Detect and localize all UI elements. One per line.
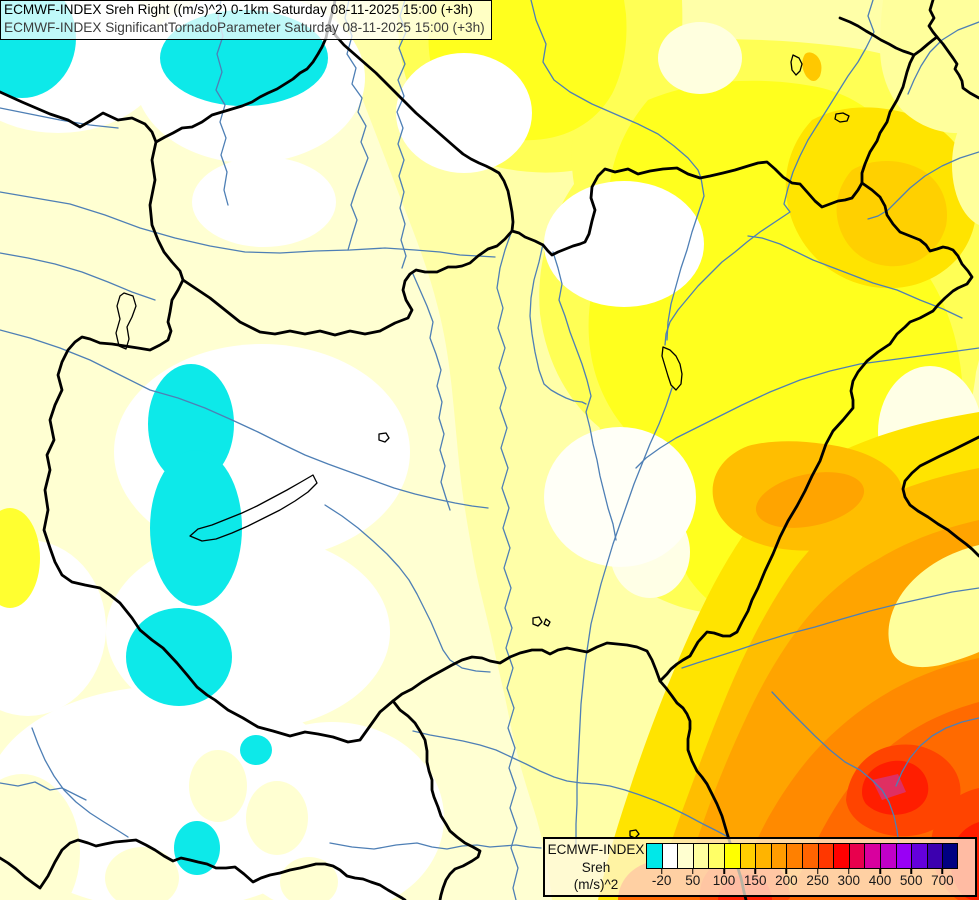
model-title-line-1: ECMWF-INDEX Sreh Right ((m/s)^2) 0-1km S… — [4, 2, 473, 17]
lakes-layer — [115, 54, 850, 839]
legend-swatch — [755, 843, 771, 869]
legend-tick-label: 250 — [806, 873, 829, 888]
legend-swatch — [911, 843, 927, 869]
legend-tick-label: 700 — [931, 873, 954, 888]
legend-tick-mark — [660, 869, 663, 874]
lake-balaton-outline — [189, 474, 318, 542]
legend-tick-mark — [692, 869, 694, 874]
legend-tick-label: 100 — [712, 873, 736, 888]
legend-swatch — [848, 843, 865, 869]
lake-tisza-outline — [661, 346, 683, 391]
legend-swatch — [723, 843, 740, 869]
legend-swatch — [661, 843, 678, 869]
legend-tick-mark — [754, 869, 756, 874]
legend-panel: ECMWF-INDEX Sreh (m/s)^2 -20 50 100 150 200 2… — [543, 837, 977, 897]
legend-swatch — [926, 843, 943, 869]
legend-swatch — [942, 843, 958, 869]
legend-tick-mark — [785, 869, 788, 874]
legend-tick-label: 300 — [837, 873, 861, 888]
legend-swatch — [864, 843, 880, 869]
legend-tick-label: 50 — [685, 873, 701, 888]
legend-swatch — [786, 843, 802, 869]
color-scale-wrap: -20 50 100 150 200 250 300 400 500 700 — [646, 843, 966, 893]
legend-tick-label: 400 — [868, 873, 892, 888]
legend-swatch — [833, 843, 849, 869]
legend-tick-label: 150 — [743, 873, 767, 888]
legend-tick-mark — [816, 869, 819, 874]
legend-swatch — [770, 843, 787, 869]
legend-tick-label: -20 — [651, 873, 672, 888]
legend-swatch — [646, 843, 662, 869]
legend-tick-mark — [723, 869, 725, 874]
legend-swatch — [801, 843, 818, 869]
legend-swatch — [692, 843, 709, 869]
legend-tick-mark — [879, 869, 881, 874]
legend-parameter-label: Sreh — [581, 859, 611, 875]
legend-tick-mark — [848, 869, 850, 874]
legend-swatch — [739, 843, 756, 869]
model-title-line-2: ECMWF-INDEX SignificantTornadoParameter … — [4, 20, 485, 36]
legend-label-block: ECMWF-INDEX Sreh (m/s)^2 — [547, 841, 645, 894]
legend-tick-mark — [941, 869, 944, 874]
legend-tick-mark — [910, 869, 912, 874]
legend-tick-label: 200 — [775, 873, 798, 888]
lake-neusiedl-outline — [115, 292, 137, 350]
legend-tick-label: 500 — [899, 873, 923, 888]
legend-swatch — [879, 843, 896, 869]
legend-swatch — [708, 843, 724, 869]
legend-product-label: ECMWF-INDEX — [547, 842, 645, 857]
legend-swatch — [677, 843, 693, 869]
model-title-bar: ECMWF-INDEX Sreh Right ((m/s)^2) 0-1km S… — [0, 0, 492, 40]
legend-swatch — [895, 843, 912, 869]
color-scale — [646, 843, 958, 869]
legend-swatch — [817, 843, 834, 869]
legend-units-label: (m/s)^2 — [573, 877, 619, 892]
